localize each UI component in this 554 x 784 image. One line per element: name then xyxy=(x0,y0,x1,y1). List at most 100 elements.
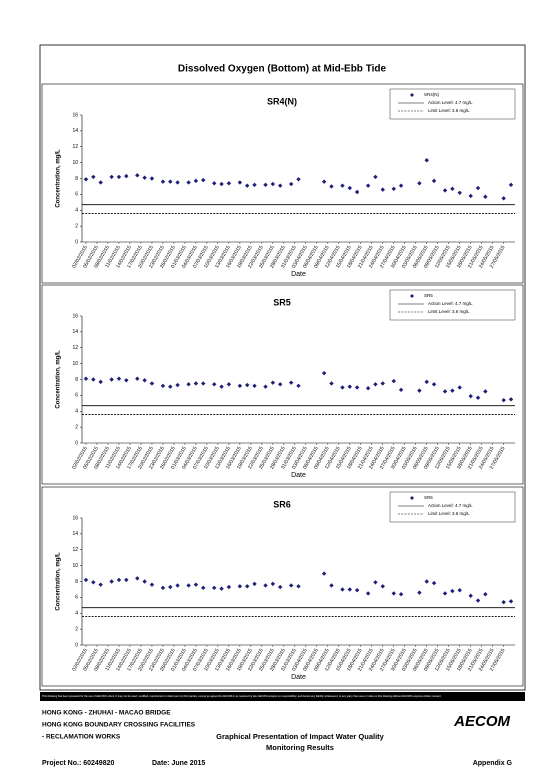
y-tick-label: 10 xyxy=(72,160,78,166)
data-point xyxy=(109,174,114,180)
data-point xyxy=(263,583,268,588)
data-point xyxy=(168,179,173,184)
data-point xyxy=(508,599,514,604)
y-tick-label: 6 xyxy=(75,595,78,601)
y-axis-label: Concentration, mg/L xyxy=(56,350,62,409)
data-point xyxy=(354,385,360,390)
data-point xyxy=(201,177,206,183)
y-tick-label: 2 xyxy=(75,424,78,430)
data-point xyxy=(201,585,206,591)
data-point xyxy=(347,384,352,389)
data-point xyxy=(329,381,334,386)
y-tick-label: 6 xyxy=(75,393,78,399)
data-point xyxy=(501,397,506,403)
data-point xyxy=(417,181,422,186)
data-point xyxy=(468,593,473,598)
data-point xyxy=(226,382,232,387)
data-point xyxy=(270,581,276,587)
data-point xyxy=(201,381,206,386)
data-point xyxy=(483,592,488,597)
data-point xyxy=(340,587,345,592)
data-point xyxy=(175,382,180,388)
data-point xyxy=(321,571,327,576)
legend-label: Action Level: 4.7 mg/L xyxy=(428,503,473,508)
heading: Monitoring Results xyxy=(266,743,334,752)
data-point xyxy=(431,382,437,387)
data-point xyxy=(391,378,396,384)
legend-marker xyxy=(410,294,414,298)
data-point xyxy=(270,380,276,385)
legend-label: SR6 xyxy=(424,495,433,500)
data-point xyxy=(475,395,481,400)
y-tick-label: 2 xyxy=(75,223,78,229)
data-point xyxy=(391,186,396,192)
data-point xyxy=(219,384,224,389)
data-point xyxy=(347,185,352,191)
data-point xyxy=(417,590,422,595)
data-point xyxy=(296,584,301,589)
data-point xyxy=(365,386,371,391)
data-point xyxy=(354,588,360,593)
y-tick-label: 0 xyxy=(75,239,78,245)
data-point xyxy=(226,584,232,590)
data-point xyxy=(245,183,250,188)
data-point xyxy=(186,382,191,387)
y-tick-label: 14 xyxy=(72,531,78,537)
data-point xyxy=(391,591,396,596)
data-point xyxy=(193,582,199,587)
chart-panel xyxy=(41,83,524,284)
data-point xyxy=(398,183,404,188)
data-point xyxy=(468,393,473,399)
data-point xyxy=(380,584,385,589)
data-point xyxy=(270,181,276,187)
data-point xyxy=(329,583,334,588)
y-tick-label: 8 xyxy=(75,377,78,383)
data-point xyxy=(245,382,250,388)
project-no: Project No.: 60249820 xyxy=(42,760,114,767)
data-point xyxy=(457,385,462,390)
data-point xyxy=(354,189,360,195)
data-point xyxy=(442,591,448,596)
heading: Graphical Presentation of Impact Water Q… xyxy=(216,732,385,741)
data-point xyxy=(442,389,448,394)
data-point xyxy=(219,181,224,187)
data-point xyxy=(149,381,155,386)
date: Date: June 2015 xyxy=(152,760,205,767)
project-line: HONG KONG - ZHUHAI - MACAO BRIDGE xyxy=(42,710,171,717)
data-point xyxy=(237,584,243,589)
legend-label: Action Level: 4.7 mg/L xyxy=(428,301,473,306)
data-point xyxy=(142,378,147,383)
y-axis-label: Concentration, mg/L xyxy=(56,149,62,208)
y-tick-label: 0 xyxy=(75,642,78,648)
x-axis-label: Date xyxy=(291,472,306,479)
data-point xyxy=(98,379,103,385)
data-point xyxy=(340,183,345,188)
data-point xyxy=(431,580,437,586)
y-tick-label: 4 xyxy=(75,208,78,214)
data-point xyxy=(175,180,180,185)
data-point xyxy=(288,181,294,187)
data-point xyxy=(212,585,217,591)
data-point xyxy=(142,579,147,584)
data-point xyxy=(193,178,199,184)
y-tick-label: 6 xyxy=(75,192,78,198)
data-point xyxy=(124,378,129,383)
legend-box xyxy=(389,491,516,523)
legend-marker xyxy=(410,93,414,97)
data-point xyxy=(83,376,89,381)
y-tick-label: 16 xyxy=(72,313,78,319)
data-point xyxy=(135,173,140,178)
data-point xyxy=(373,382,378,387)
data-point xyxy=(380,187,385,192)
data-point xyxy=(135,376,140,381)
data-point xyxy=(450,588,455,594)
data-point xyxy=(160,179,166,184)
data-point xyxy=(175,583,180,588)
legend-box xyxy=(389,289,516,321)
y-tick-label: 14 xyxy=(72,329,78,335)
data-point xyxy=(380,381,385,386)
data-point xyxy=(347,587,352,592)
legend-label: SR5 xyxy=(424,293,433,298)
data-point xyxy=(91,580,96,585)
